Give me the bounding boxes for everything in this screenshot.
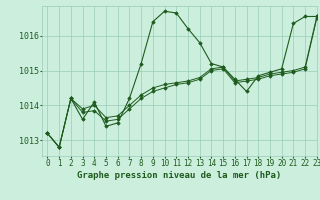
X-axis label: Graphe pression niveau de la mer (hPa): Graphe pression niveau de la mer (hPa) [77, 171, 281, 180]
